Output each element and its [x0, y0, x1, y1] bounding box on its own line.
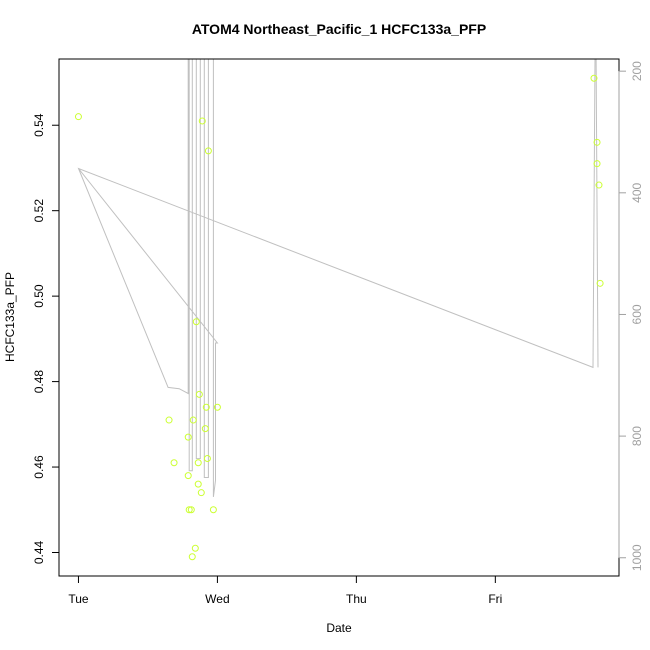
y-tick-label: 0.48: [32, 370, 46, 394]
data-point: [596, 279, 604, 287]
y-tick-label: 0.52: [32, 199, 46, 223]
data-point: [189, 416, 197, 424]
data-point: [165, 416, 173, 424]
y2-tick-label: 800: [630, 426, 644, 446]
data-point: [213, 403, 221, 411]
y2-tick-label: 400: [630, 182, 644, 202]
data-point: [185, 506, 193, 514]
axes: Tue Wed Thu Fri 0.44 0.46 0.48 0.50 0.52 0.54 200 4…: [32, 61, 644, 606]
y-axis-label: HCFC133a_PFP: [3, 272, 17, 362]
data-point: [194, 459, 202, 467]
x-tick-label: Thu: [346, 592, 367, 606]
data-point: [203, 455, 211, 462]
x-tick-label: Wed: [205, 592, 229, 606]
y2-tick-label: 1000: [630, 544, 644, 571]
data-point: [187, 506, 195, 514]
chart-title: ATOM4 Northeast_Pacific_1 HCFC133a_PFP: [192, 21, 486, 37]
data-point: [198, 117, 206, 125]
data-point: [201, 425, 209, 433]
data-point: [194, 480, 202, 488]
data-point: [192, 318, 200, 326]
y-tick-label: 0.54: [32, 113, 46, 137]
pressure-line: [77, 59, 599, 497]
plot-area: [74, 59, 604, 561]
data-point: [593, 160, 601, 168]
y2-tick-label: 600: [630, 304, 644, 324]
data-point: [202, 403, 210, 411]
data-point: [188, 553, 196, 561]
plot-frame: [58, 58, 620, 577]
x-tick-label: Tue: [68, 592, 89, 606]
data-point: [191, 544, 199, 552]
x-tick-label: Fri: [488, 592, 502, 606]
data-point: [184, 472, 192, 480]
data-point: [590, 74, 598, 82]
data-point: [593, 138, 601, 146]
y-tick-label: 0.50: [32, 284, 46, 308]
data-point: [184, 433, 192, 441]
y-tick-label: 0.46: [32, 455, 46, 479]
data-point: [204, 147, 212, 155]
y2-tick-label: 200: [630, 61, 644, 81]
data-point: [197, 489, 205, 497]
y-tick-label: 0.44: [32, 540, 46, 564]
data-point: [209, 506, 217, 514]
data-point: [595, 181, 603, 189]
data-point: [74, 113, 82, 121]
data-point: [170, 459, 178, 467]
x-axis-label: Date: [326, 621, 352, 635]
data-point: [195, 390, 203, 398]
